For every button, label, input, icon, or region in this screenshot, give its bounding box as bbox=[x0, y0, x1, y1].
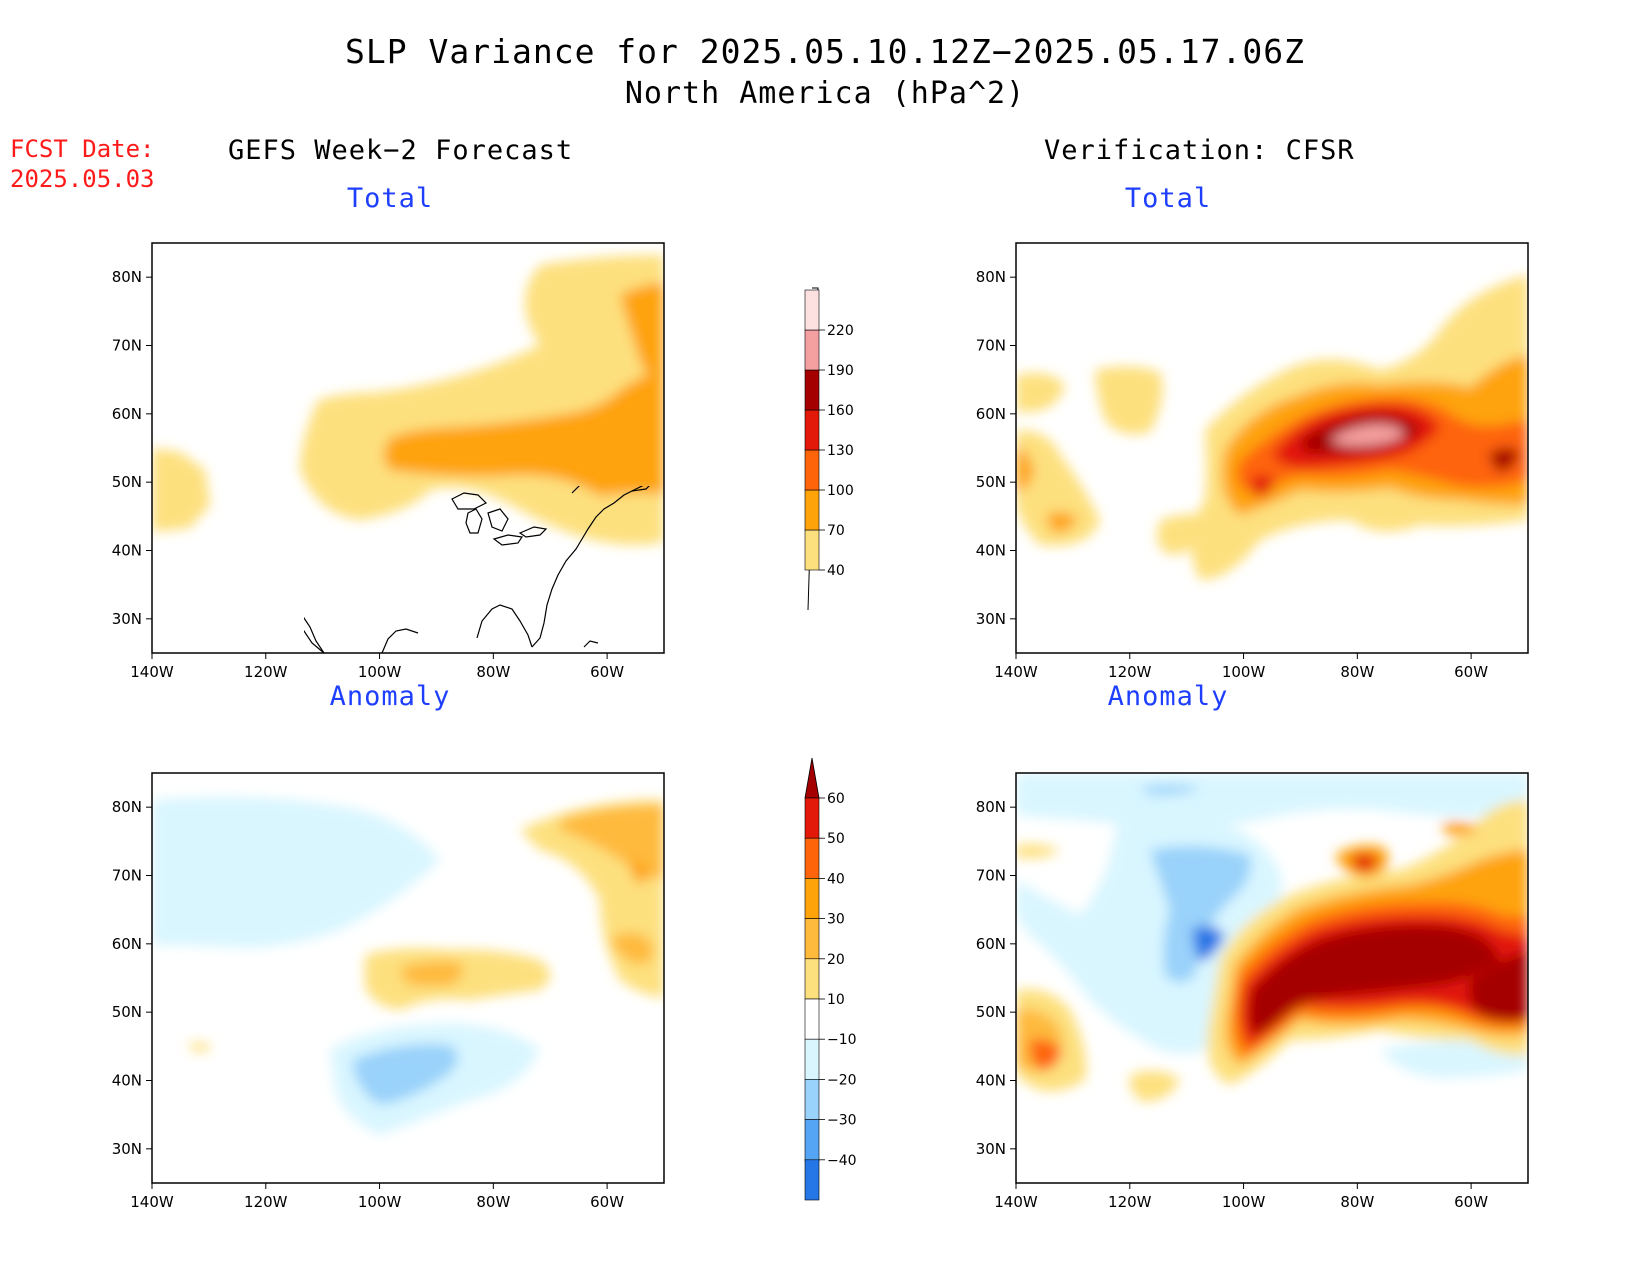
lon-tick-label: 100W bbox=[358, 1193, 402, 1211]
colorbar-anomaly-swatch bbox=[804, 958, 820, 1000]
column-title-forecast: GEFS Week−2 Forecast bbox=[228, 135, 574, 166]
lon-tick-label: 100W bbox=[1222, 1193, 1266, 1211]
colorbar-total-swatch bbox=[804, 289, 820, 331]
fcst-date-value: 2025.05.03 bbox=[10, 165, 155, 193]
map-axes: 140W 120W 100W 80W 60W 80N 70N 60N 50N 40N 30N 140W… bbox=[112, 268, 1489, 1211]
map-panel-verification-anomaly bbox=[1015, 772, 1529, 1184]
lat-tick-label: 60N bbox=[976, 405, 1006, 423]
colorbar-total-label: 40 bbox=[827, 563, 845, 579]
lat-tick-label: 80N bbox=[112, 268, 142, 286]
panel-title-verification-anomaly: Anomaly bbox=[1107, 681, 1229, 712]
colorbar-anomaly-swatch bbox=[804, 998, 820, 1040]
colorbar-total-swatch bbox=[804, 409, 820, 451]
map-panel-forecast-total bbox=[151, 242, 665, 654]
lon-tick-label: 100W bbox=[358, 663, 402, 681]
colorbar-total-label: 100 bbox=[827, 483, 854, 499]
lat-tick-label: 60N bbox=[112, 405, 142, 423]
lon-tick-label: 60W bbox=[1454, 663, 1488, 681]
colorbar-anomaly-label: 30 bbox=[827, 912, 845, 928]
colorbar-anomaly-swatch bbox=[804, 1119, 820, 1161]
map-panel-forecast-anomaly bbox=[151, 772, 665, 1184]
panel-title-forecast-anomaly: Anomaly bbox=[329, 681, 451, 712]
lon-tick-label: 100W bbox=[1222, 663, 1266, 681]
lon-tick-label: 140W bbox=[994, 663, 1038, 681]
colorbar-total-swatch bbox=[804, 329, 820, 371]
colorbar-anomaly-label: 60 bbox=[827, 791, 845, 807]
subtitle: North America (hPa^2) bbox=[624, 76, 1026, 111]
lat-tick-label: 80N bbox=[112, 798, 142, 816]
panel-title-forecast-total: Total bbox=[346, 183, 434, 214]
lon-tick-label: 120W bbox=[244, 1193, 288, 1211]
colorbar-total-label: 220 bbox=[827, 323, 854, 339]
colorbar-total-swatch bbox=[804, 529, 820, 571]
column-title-verification: Verification: CFSR bbox=[1044, 135, 1355, 166]
colorbar-total-label: 70 bbox=[827, 523, 845, 539]
colorbar-anomaly-swatch bbox=[804, 918, 820, 960]
lon-tick-label: 120W bbox=[244, 663, 288, 681]
colorbar-anomaly-swatch bbox=[804, 797, 820, 839]
main-title: SLP Variance for 2025.05.10.12Z−2025.05.… bbox=[345, 32, 1305, 71]
lon-tick-label: 60W bbox=[1454, 1193, 1488, 1211]
lat-tick-label: 80N bbox=[976, 268, 1006, 286]
lon-tick-label: 60W bbox=[590, 663, 624, 681]
lat-tick-label: 30N bbox=[112, 610, 142, 628]
lon-tick-label: 140W bbox=[994, 1193, 1038, 1211]
lat-tick-label: 60N bbox=[976, 935, 1006, 953]
lat-tick-label: 50N bbox=[976, 1003, 1006, 1021]
colorbar-anomaly-label: −20 bbox=[827, 1072, 857, 1088]
lat-tick-label: 70N bbox=[976, 337, 1006, 355]
map-panel-verification-total bbox=[1015, 242, 1529, 654]
colorbar-total-swatch bbox=[804, 449, 820, 491]
colorbar-anomaly-swatch bbox=[804, 1159, 820, 1201]
colorbar-anomaly-label: 50 bbox=[827, 831, 845, 847]
colorbar-anomaly-swatch bbox=[804, 837, 820, 879]
lon-tick-label: 80W bbox=[476, 1193, 510, 1211]
colorbar-total: 40 70 100 130 160 190 220 bbox=[804, 287, 854, 611]
lat-tick-label: 70N bbox=[112, 867, 142, 885]
lat-tick-label: 50N bbox=[976, 473, 1006, 491]
lon-tick-label: 80W bbox=[1340, 663, 1374, 681]
colorbar-anomaly-upper-arrow bbox=[804, 757, 820, 799]
lat-tick-label: 40N bbox=[976, 542, 1006, 560]
lon-tick-label: 140W bbox=[130, 663, 174, 681]
colorbar-anomaly-swatch bbox=[804, 1079, 820, 1120]
lat-tick-label: 50N bbox=[112, 1003, 142, 1021]
lat-tick-label: 30N bbox=[112, 1140, 142, 1158]
colorbar-total-label: 160 bbox=[827, 403, 854, 419]
colorbar-anomaly-swatch bbox=[804, 1038, 820, 1080]
panel-title-verification-total: Total bbox=[1124, 183, 1212, 214]
lat-tick-label: 40N bbox=[112, 542, 142, 560]
lat-tick-label: 80N bbox=[976, 798, 1006, 816]
colorbar-total-label: 130 bbox=[827, 443, 854, 459]
colorbar-anomaly-label: −30 bbox=[827, 1113, 857, 1129]
colorbar-total-swatch bbox=[804, 369, 820, 411]
lon-tick-label: 120W bbox=[1108, 663, 1152, 681]
colorbar-anomaly-label: 20 bbox=[827, 952, 845, 968]
colorbar-total-label: 190 bbox=[827, 363, 854, 379]
lat-tick-label: 30N bbox=[976, 610, 1006, 628]
colorbar-anomaly-label: −40 bbox=[827, 1153, 857, 1169]
lon-tick-label: 60W bbox=[590, 1193, 624, 1211]
lat-tick-label: 40N bbox=[112, 1072, 142, 1090]
fcst-date-label: FCST Date: bbox=[10, 135, 155, 163]
lon-tick-label: 120W bbox=[1108, 1193, 1152, 1211]
lon-tick-label: 80W bbox=[476, 663, 510, 681]
lat-tick-label: 50N bbox=[112, 473, 142, 491]
colorbar-anomaly-label: −10 bbox=[827, 1032, 857, 1048]
lat-tick-label: 40N bbox=[976, 1072, 1006, 1090]
colorbar-total-swatch bbox=[804, 489, 820, 531]
lat-tick-label: 70N bbox=[976, 867, 1006, 885]
colorbar-anomaly-swatch bbox=[804, 878, 820, 919]
colorbar-anomaly-label: 40 bbox=[827, 871, 845, 887]
colorbar-anomaly-label: 10 bbox=[827, 992, 845, 1008]
colorbar-anomaly: 60 50 40 30 20 10 −10 −20 −30 −40 bbox=[804, 757, 857, 1201]
lon-tick-label: 80W bbox=[1340, 1193, 1374, 1211]
lat-tick-label: 30N bbox=[976, 1140, 1006, 1158]
lon-tick-label: 140W bbox=[130, 1193, 174, 1211]
lat-tick-label: 60N bbox=[112, 935, 142, 953]
lat-tick-label: 70N bbox=[112, 337, 142, 355]
